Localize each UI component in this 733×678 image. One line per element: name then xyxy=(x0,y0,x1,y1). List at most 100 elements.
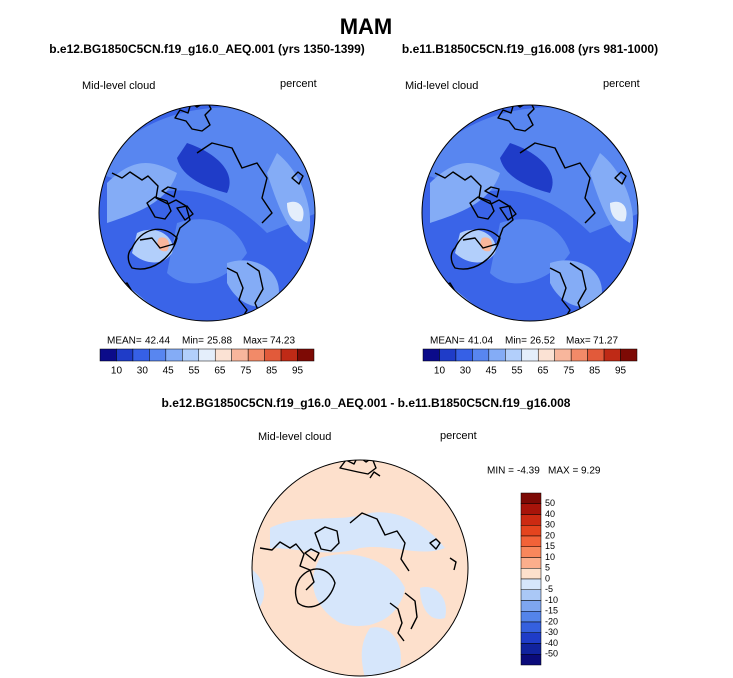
stat-text: -4.39 xyxy=(517,466,540,477)
stat-text: Min= xyxy=(182,336,204,347)
colorbar-box xyxy=(603,348,621,362)
colorbar-box xyxy=(132,348,150,362)
colorbar-label: -10 xyxy=(545,595,558,605)
stat-text: 26.52 xyxy=(530,336,555,347)
stat-text: 74.23 xyxy=(270,336,295,347)
colorbar-label: 50 xyxy=(545,498,555,508)
map-border xyxy=(98,104,316,322)
colorbar-box xyxy=(165,348,183,362)
colorbar-box xyxy=(520,557,542,569)
colorbar-label: 10 xyxy=(434,366,446,377)
stat-text: Max= xyxy=(566,336,591,347)
colorbar-label: 55 xyxy=(512,366,524,377)
stat-text: Min= xyxy=(505,336,527,347)
unit-label: percent xyxy=(603,78,640,90)
stat-text: 42.44 xyxy=(145,336,170,347)
colorbar-box xyxy=(247,348,265,362)
colorbar-label: -40 xyxy=(545,638,558,648)
colorbar-label: -20 xyxy=(545,616,558,626)
panel-title: b.e12.BG1850C5CN.f19_g16.0_AEQ.001 - b.e… xyxy=(162,396,571,410)
colorbar-box xyxy=(587,348,605,362)
colorbar-label: 30 xyxy=(545,520,555,530)
colorbar-box xyxy=(537,348,555,362)
colorbar-box xyxy=(422,348,440,362)
stat-text: MEAN= xyxy=(107,336,142,347)
colorbar-label: 10 xyxy=(111,366,123,377)
stat-text: MIN = xyxy=(487,466,514,477)
colorbar-box xyxy=(520,600,542,612)
colorbar-box xyxy=(439,348,457,362)
colorbar-label: 20 xyxy=(545,530,555,540)
variable-label: Mid-level cloud xyxy=(82,80,155,92)
unit-label: percent xyxy=(280,78,317,90)
stat-text: 9.29 xyxy=(581,466,601,477)
colorbar-box xyxy=(520,503,542,515)
colorbar-box xyxy=(198,348,216,362)
colorbar-box xyxy=(520,632,542,644)
colorbar-label: 75 xyxy=(563,366,575,377)
colorbar-label: 85 xyxy=(266,366,278,377)
colorbar-box xyxy=(182,348,200,362)
colorbar-box xyxy=(520,589,542,601)
colorbar-box xyxy=(520,514,542,526)
colorbar-label: 45 xyxy=(163,366,175,377)
colorbar-label: 15 xyxy=(545,541,555,551)
colorbar-label: 45 xyxy=(486,366,498,377)
figure-title: MAM xyxy=(340,14,393,39)
colorbar-label: -15 xyxy=(545,606,558,616)
stat-text: 25.88 xyxy=(207,336,232,347)
colorbar-label: 10 xyxy=(545,552,555,562)
panel-title: b.e11.B1850C5CN.f19_g16.008 (yrs 981-100… xyxy=(402,42,658,56)
colorbar-box xyxy=(297,348,315,362)
colorbar-box xyxy=(521,348,539,362)
map xyxy=(99,105,315,321)
stat-text: 41.04 xyxy=(468,336,493,347)
colorbar-box xyxy=(99,348,117,362)
colorbar-label: 30 xyxy=(137,366,149,377)
variable-label: Mid-level cloud xyxy=(258,431,331,443)
stat-text: MAX = xyxy=(548,466,578,477)
colorbar-box xyxy=(520,525,542,537)
map xyxy=(422,105,638,321)
colorbar-box xyxy=(520,611,542,623)
colorbar-label: 0 xyxy=(545,573,550,583)
colorbar-box xyxy=(149,348,167,362)
colorbar-box xyxy=(214,348,232,362)
colorbar-box xyxy=(520,578,542,590)
colorbar-label: 85 xyxy=(589,366,601,377)
colorbar-box xyxy=(280,348,298,362)
map xyxy=(252,460,468,676)
colorbar-box xyxy=(116,348,134,362)
colorbar-label: 30 xyxy=(460,366,472,377)
variable-label: Mid-level cloud xyxy=(405,80,478,92)
map-border xyxy=(421,104,639,322)
colorbar-box xyxy=(455,348,473,362)
colorbar-box xyxy=(505,348,523,362)
colorbar-box xyxy=(520,535,542,547)
colorbar-box xyxy=(264,348,282,362)
colorbar-label: -30 xyxy=(545,627,558,637)
colorbar-label: 40 xyxy=(545,509,555,519)
colorbar-box xyxy=(520,621,542,633)
unit-label: percent xyxy=(440,430,477,442)
colorbar-box xyxy=(520,643,542,655)
colorbar-box xyxy=(520,568,542,580)
stat-text: MEAN= xyxy=(430,336,465,347)
colorbar-box xyxy=(231,348,249,362)
stat-text: Max= xyxy=(243,336,268,347)
colorbar-label: 5 xyxy=(545,563,550,573)
colorbar-box xyxy=(520,654,542,666)
panel-title: b.e12.BG1850C5CN.f19_g16.0_AEQ.001 (yrs … xyxy=(49,42,365,56)
colorbar-label: 55 xyxy=(189,366,201,377)
colorbar-label: 75 xyxy=(240,366,252,377)
colorbar-box xyxy=(488,348,506,362)
colorbar-label: 95 xyxy=(292,366,304,377)
colorbar-label: 65 xyxy=(537,366,549,377)
colorbar-box xyxy=(472,348,490,362)
colorbar-label: 95 xyxy=(615,366,627,377)
colorbar-box xyxy=(554,348,572,362)
colorbar-label: 65 xyxy=(214,366,226,377)
colorbar-box xyxy=(520,546,542,558)
colorbar-label: -5 xyxy=(545,584,553,594)
